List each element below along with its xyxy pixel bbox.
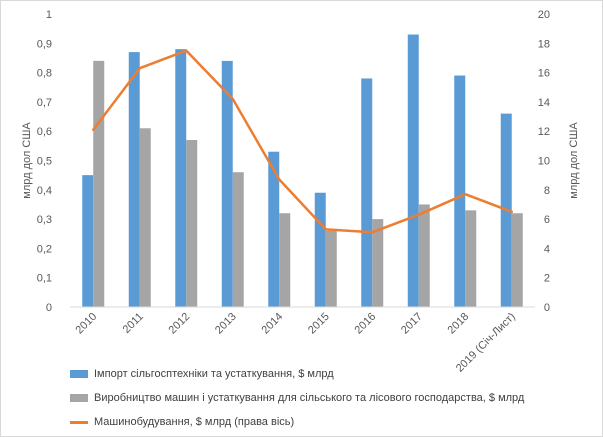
right-axis-title: млрд дол США bbox=[568, 122, 580, 199]
left-tick-label: 0,5 bbox=[37, 156, 52, 168]
right-tick-label: 2 bbox=[544, 273, 550, 285]
x-tick-label: 2015 bbox=[306, 311, 332, 337]
line-layer bbox=[92, 49, 514, 234]
bar-import bbox=[128, 52, 140, 308]
left-tick-label: 0,4 bbox=[37, 185, 52, 197]
bar-import bbox=[221, 60, 233, 307]
legend-item-import: Імпорт сільгосптехніки та устаткування, … bbox=[70, 362, 524, 386]
left-tick-label: 0,2 bbox=[37, 243, 52, 255]
right-tick-label: 14 bbox=[538, 97, 550, 109]
legend-item-production: Виробництво машин і устаткування для сіл… bbox=[70, 386, 524, 410]
left-tick-label: 0,8 bbox=[37, 68, 52, 80]
left-axis-ticks: 0 0,1 0,2 0,3 0,4 0,5 0,6 0,7 0,8 0,9 1 bbox=[37, 9, 52, 314]
x-tick-label: 2011 bbox=[121, 311, 146, 336]
bar-production bbox=[186, 139, 198, 307]
left-axis-title: млрд дол США bbox=[21, 122, 33, 199]
left-tick-label: 0 bbox=[46, 302, 52, 314]
left-tick-label: 0,1 bbox=[37, 273, 52, 285]
legend: Імпорт сільгосптехніки та устаткування, … bbox=[70, 362, 524, 434]
bar-production bbox=[465, 210, 477, 307]
bar-production bbox=[93, 60, 105, 307]
bar-import bbox=[314, 192, 326, 307]
legend-swatch-production bbox=[70, 394, 88, 402]
right-axis-ticks: 0 2 4 6 8 10 12 14 16 18 20 bbox=[538, 9, 550, 314]
right-tick-label: 20 bbox=[538, 9, 550, 21]
right-tick-label: 12 bbox=[538, 126, 550, 138]
right-tick-label: 0 bbox=[544, 302, 550, 314]
bar-production bbox=[418, 204, 430, 307]
bar-production bbox=[511, 213, 523, 307]
bar-import bbox=[175, 49, 187, 307]
x-tick-label: 2018 bbox=[446, 311, 472, 337]
legend-swatch-machine-building bbox=[70, 420, 88, 424]
left-tick-label: 0,3 bbox=[37, 214, 52, 226]
right-tick-label: 18 bbox=[538, 38, 550, 50]
legend-label-production: Виробництво машин і устаткування для сіл… bbox=[94, 392, 525, 404]
bar-production bbox=[139, 128, 151, 307]
bar-production bbox=[325, 230, 337, 307]
bar-import bbox=[268, 151, 280, 307]
right-tick-label: 16 bbox=[538, 68, 550, 80]
legend-item-machine-building: Машинобудування, $ млрд (права вісь) bbox=[70, 410, 524, 434]
x-tick-label: 2017 bbox=[399, 311, 425, 337]
right-tick-label: 6 bbox=[544, 214, 550, 226]
x-tick-label: 2013 bbox=[213, 311, 239, 337]
left-tick-label: 0,9 bbox=[37, 38, 52, 50]
bar-production bbox=[232, 172, 244, 307]
x-tick-label: 2010 bbox=[74, 311, 100, 337]
line-machine-building bbox=[92, 49, 514, 234]
legend-swatch-import bbox=[70, 370, 88, 378]
left-tick-label: 0,6 bbox=[37, 126, 52, 138]
right-tick-label: 4 bbox=[544, 243, 550, 255]
bar-import bbox=[361, 78, 373, 308]
bar-import bbox=[454, 75, 466, 307]
bar-import bbox=[82, 175, 94, 307]
bar-production bbox=[279, 213, 291, 307]
legend-label-machine-building: Машинобудування, $ млрд (права вісь) bbox=[94, 416, 295, 428]
x-tick-label: 2014 bbox=[260, 311, 286, 337]
left-tick-label: 1 bbox=[46, 9, 52, 21]
bar-production bbox=[372, 219, 384, 307]
right-tick-label: 10 bbox=[538, 156, 550, 168]
bars-group bbox=[82, 34, 523, 308]
x-tick-label: 2012 bbox=[167, 311, 193, 337]
x-tick-label: 2016 bbox=[353, 311, 379, 337]
left-tick-label: 0,7 bbox=[37, 97, 52, 109]
bar-import bbox=[407, 34, 419, 307]
legend-label-import: Імпорт сільгосптехніки та устаткування, … bbox=[94, 368, 334, 380]
right-tick-label: 8 bbox=[544, 185, 550, 197]
